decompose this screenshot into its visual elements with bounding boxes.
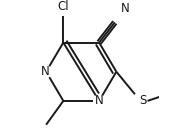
Text: N: N [121,2,130,15]
Text: N: N [95,94,103,107]
Text: S: S [139,94,147,107]
Text: Cl: Cl [58,0,69,13]
Text: N: N [40,65,49,78]
